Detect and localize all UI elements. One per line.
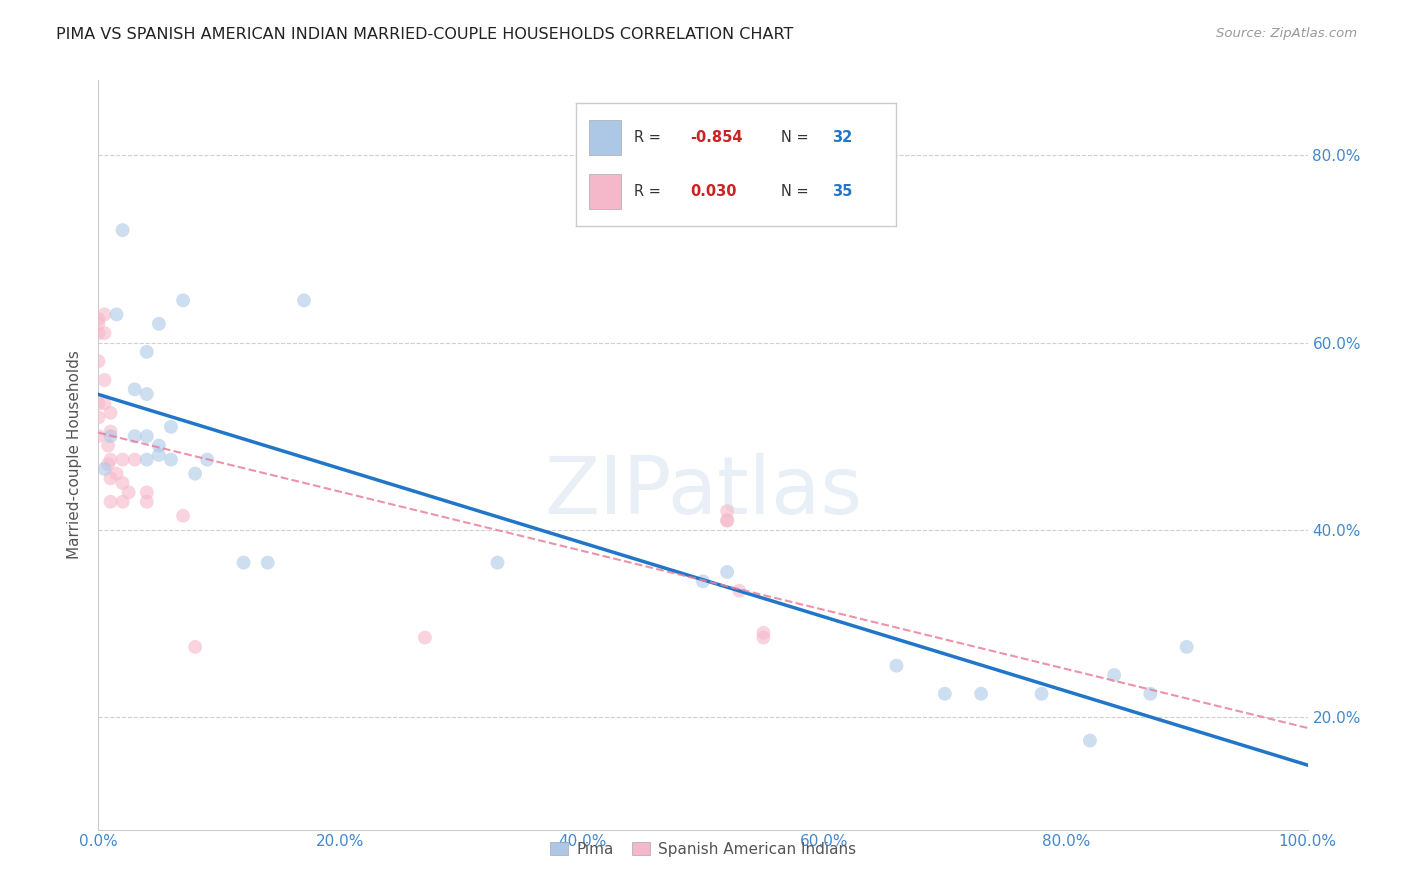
Point xyxy=(1102,668,1125,682)
Point xyxy=(148,438,170,452)
Point xyxy=(172,508,194,523)
Point xyxy=(148,448,170,462)
Point xyxy=(124,382,146,396)
Point xyxy=(111,494,134,508)
Point xyxy=(160,452,183,467)
Point xyxy=(1139,687,1161,701)
Point xyxy=(148,317,170,331)
Point xyxy=(692,574,714,589)
Point xyxy=(752,631,775,645)
Point xyxy=(135,387,157,401)
Point xyxy=(97,438,120,452)
Point xyxy=(100,471,122,485)
Point xyxy=(486,556,509,570)
Point xyxy=(100,406,122,420)
Point xyxy=(105,467,128,481)
Point xyxy=(93,326,115,341)
Point xyxy=(87,326,110,341)
Point xyxy=(100,429,122,443)
Point xyxy=(97,457,120,471)
Point xyxy=(195,452,218,467)
Point xyxy=(292,293,315,308)
Point xyxy=(716,565,738,579)
Point xyxy=(87,429,110,443)
Point xyxy=(124,429,146,443)
Point xyxy=(232,556,254,570)
Point xyxy=(716,514,738,528)
Point xyxy=(111,452,134,467)
Point xyxy=(413,631,436,645)
Point xyxy=(87,410,110,425)
Point xyxy=(1031,687,1053,701)
Point xyxy=(135,344,157,359)
Point xyxy=(87,396,110,410)
Point xyxy=(100,425,122,439)
Point xyxy=(93,462,115,476)
Point xyxy=(172,293,194,308)
Point xyxy=(111,223,134,237)
Point xyxy=(886,658,908,673)
Point xyxy=(752,626,775,640)
Point xyxy=(105,307,128,321)
Point xyxy=(100,494,122,508)
Point xyxy=(970,687,993,701)
Point xyxy=(1175,640,1198,654)
Text: PIMA VS SPANISH AMERICAN INDIAN MARRIED-COUPLE HOUSEHOLDS CORRELATION CHART: PIMA VS SPANISH AMERICAN INDIAN MARRIED-… xyxy=(56,27,793,42)
Point xyxy=(87,354,110,368)
Point xyxy=(124,452,146,467)
Point xyxy=(135,429,157,443)
Point xyxy=(1078,733,1101,747)
Point xyxy=(160,420,183,434)
Point xyxy=(93,307,115,321)
Point xyxy=(100,452,122,467)
Point xyxy=(87,312,110,326)
Point xyxy=(135,452,157,467)
Point xyxy=(118,485,141,500)
Point xyxy=(184,467,207,481)
Legend: Pima, Spanish American Indians: Pima, Spanish American Indians xyxy=(544,836,862,863)
Point xyxy=(256,556,278,570)
Point xyxy=(93,396,115,410)
Point xyxy=(87,317,110,331)
Point xyxy=(716,514,738,528)
Point xyxy=(93,373,115,387)
Text: ZIPatlas: ZIPatlas xyxy=(544,453,862,532)
Point xyxy=(716,504,738,518)
Point xyxy=(135,494,157,508)
Point xyxy=(728,583,751,598)
Point xyxy=(111,476,134,491)
Point xyxy=(934,687,956,701)
Text: Source: ZipAtlas.com: Source: ZipAtlas.com xyxy=(1216,27,1357,40)
Point xyxy=(135,485,157,500)
Point xyxy=(184,640,207,654)
Y-axis label: Married-couple Households: Married-couple Households xyxy=(67,351,83,559)
